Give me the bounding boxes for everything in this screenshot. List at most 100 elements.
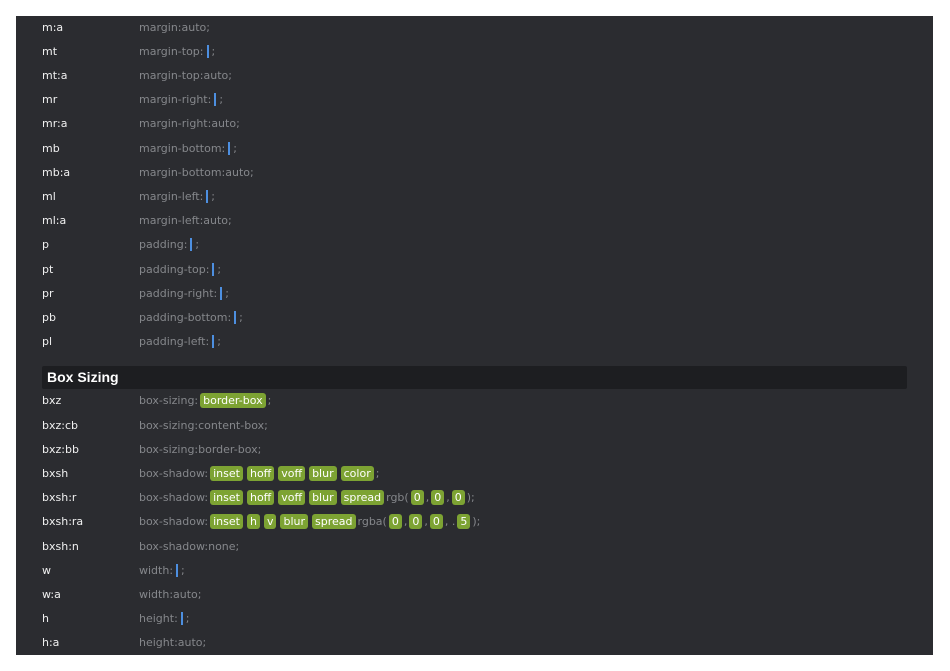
placeholder: voff	[278, 465, 306, 481]
code-text: box-shadow:	[139, 515, 209, 529]
abbreviation: h	[42, 612, 49, 626]
placeholder: voff	[278, 490, 306, 506]
placeholder: color	[340, 465, 374, 481]
expansion: margin-top:auto;	[139, 69, 232, 82]
abbreviation: m:a	[42, 20, 64, 34]
code-text: ;	[233, 141, 237, 155]
code-text: box-sizing:	[139, 394, 199, 408]
abbreviation: bxsh	[42, 466, 69, 480]
snippet-row: mt:a margin-top:auto;	[42, 65, 902, 85]
code-text: padding:	[139, 238, 188, 252]
expansion: box-sizing:border-box;	[139, 393, 271, 409]
code-text: );	[472, 515, 481, 529]
code-text: ,	[425, 491, 430, 505]
snippet-row: h:a height:auto;	[42, 633, 902, 653]
snippet-row: pt padding-top:;	[42, 259, 902, 279]
snippet-row: m:a margin:auto;	[42, 17, 902, 37]
abbreviation: pl	[42, 335, 53, 349]
snippet-row: pb padding-bottom:;	[42, 307, 902, 327]
abbreviation: mr:a	[42, 117, 68, 131]
abbreviation: p	[42, 238, 49, 252]
abbreviation: ml:a	[42, 214, 67, 228]
code-text: height:	[139, 612, 178, 626]
snippet-row: bxz:bb box-sizing:border-box;	[42, 439, 902, 459]
abbreviation: mb:a	[42, 165, 71, 179]
placeholder: border-box	[200, 393, 266, 409]
code-text: margin:auto;	[139, 20, 210, 34]
cursor	[214, 93, 217, 107]
section-title: Box Sizing	[47, 369, 119, 386]
snippet-row: mr:a margin-right:auto;	[42, 114, 902, 134]
code-text: box-shadow:none;	[139, 539, 240, 553]
code-text: margin-top:	[139, 44, 204, 58]
abbreviation: pb	[42, 310, 56, 324]
code-text: padding-top:	[139, 262, 210, 276]
code-text: width:	[139, 563, 174, 577]
expansion: box-shadow:none;	[139, 540, 239, 553]
abbreviation: bxz:cb	[42, 418, 79, 432]
expansion: width:auto;	[139, 588, 202, 601]
code-text: margin-bottom:	[139, 141, 226, 155]
code-text: ;	[211, 44, 216, 58]
placeholder: blur	[309, 465, 337, 481]
expansion: margin-right:auto;	[139, 117, 240, 130]
abbreviation: w:a	[42, 587, 61, 601]
expansion: height:;	[139, 612, 190, 626]
placeholder: 0	[388, 514, 402, 530]
cursor	[212, 335, 215, 349]
code-text: box-sizing:border-box;	[139, 442, 262, 456]
snippet-row: mb:a margin-bottom:auto;	[42, 162, 902, 182]
placeholder: 0	[451, 490, 465, 506]
code-text: ;	[239, 310, 243, 324]
expansion: margin-right:;	[139, 93, 223, 107]
cursor	[228, 141, 231, 155]
placeholder: 0	[410, 490, 424, 506]
code-text: );	[466, 491, 475, 505]
expansion: box-shadow: inset h v blur spread rgba(0, 0, 0, …	[139, 514, 481, 530]
abbreviation: mb	[42, 141, 60, 155]
cursor	[180, 612, 183, 626]
placeholder: hoff	[246, 490, 275, 506]
placeholder: hoff	[246, 465, 275, 481]
expansion: box-sizing:content-box;	[139, 419, 268, 432]
abbreviation: bxsh:ra	[42, 515, 84, 529]
cursor	[234, 310, 237, 324]
snippet-row: ml:a margin-left:auto;	[42, 211, 902, 231]
snippet-row: bxsh:ra box-shadow: inset h v blur spread rgba(…	[42, 512, 902, 532]
snippet-row: pl padding-left:;	[42, 332, 902, 352]
expansion: padding-right:;	[139, 286, 229, 300]
expansion: padding-top:;	[139, 262, 221, 276]
code-text: height:auto;	[139, 636, 207, 650]
code-text: padding-left:	[139, 335, 210, 349]
code-text: padding-right:	[139, 286, 218, 300]
snippet-row: ml margin-left:;	[42, 186, 902, 206]
placeholder: h	[246, 514, 260, 530]
expansion: margin-bottom:auto;	[139, 166, 254, 179]
expansion: padding-bottom:;	[139, 310, 243, 324]
expansion: height:auto;	[139, 636, 206, 649]
abbreviation: mt:a	[42, 68, 68, 82]
snippet-row: w:a width:auto;	[42, 584, 902, 604]
cursor	[206, 44, 209, 58]
code-text: box-sizing:content-box;	[139, 418, 268, 432]
abbreviation: bxsh:r	[42, 491, 77, 505]
expansion: box-shadow: inset hoff voff blur color;	[139, 465, 379, 481]
expansion: padding-left:;	[139, 335, 221, 349]
abbreviation: bxsh:n	[42, 539, 79, 553]
placeholder: 0	[429, 514, 443, 530]
code-text: , .	[444, 515, 456, 529]
placeholder: 0	[409, 514, 423, 530]
expansion: width:;	[139, 563, 185, 577]
expansion: margin:auto;	[139, 21, 210, 34]
code-text: margin-bottom:auto;	[139, 165, 254, 179]
abbreviation: pr	[42, 286, 54, 300]
code-text: box-shadow:	[139, 466, 209, 480]
placeholder: blur	[280, 514, 309, 530]
code-text: box-shadow:	[139, 491, 209, 505]
snippet-row: bxsh:r box-shadow: inset hoff voff blur spread…	[42, 488, 902, 508]
code-text: ;	[225, 286, 229, 300]
code-text: margin-top:auto;	[139, 68, 232, 82]
placeholder: v	[263, 514, 277, 530]
snippet-row: bxsh:n box-shadow:none;	[42, 536, 902, 556]
expansion: margin-top:;	[139, 44, 216, 58]
